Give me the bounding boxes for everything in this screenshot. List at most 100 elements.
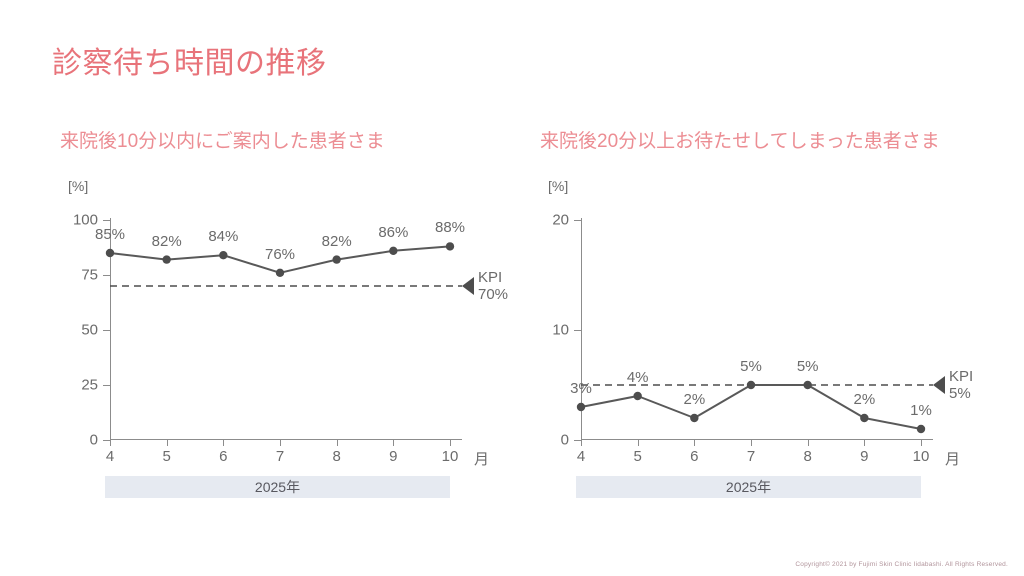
- data-point: [275, 268, 285, 277]
- x-axis-tick-label: 4: [105, 448, 115, 465]
- data-point: [105, 248, 115, 258]
- page-title: 診察待ち時間の推移: [52, 47, 327, 80]
- data-label: 5%: [796, 358, 819, 375]
- data-label: 2%: [853, 391, 876, 408]
- x-axis-tick: [637, 440, 639, 446]
- x-axis-tick: [450, 440, 451, 446]
- kpi-name-label: KPI: [478, 269, 503, 286]
- year-band-left: 2025年: [105, 476, 450, 498]
- x-axis-tick: [921, 440, 922, 446]
- year-band-right: 2025年: [576, 476, 921, 498]
- y-axis-tick: [103, 440, 110, 441]
- x-axis-tick-label: 7: [746, 448, 756, 465]
- data-point: [916, 424, 926, 434]
- y-axis-tick: [103, 220, 110, 221]
- chart-panel-left: 来院後10分以内にご案内した患者さま [%] 月 0 25 50 75 100 4 5 6 7 8…: [40, 128, 510, 508]
- x-axis-unit-right: 月: [945, 451, 961, 468]
- x-axis-tick-label: 8: [803, 448, 812, 465]
- x-axis-tick-label: 9: [389, 448, 398, 465]
- x-axis-tick-label: 8: [332, 448, 341, 465]
- kpi-value-label: 70%: [478, 286, 509, 303]
- x-axis-tick-label: 7: [275, 448, 285, 465]
- kpi-marker: KPI 70%: [462, 269, 508, 303]
- y-axis-tick: [574, 440, 581, 441]
- data-point: [803, 380, 812, 390]
- x-axis-tick-label: 10: [441, 448, 459, 465]
- x-axis-tick: [581, 440, 582, 446]
- data-label: 76%: [264, 245, 296, 263]
- data-label: 88%: [434, 219, 466, 237]
- kpi-value-label: 5%: [949, 385, 971, 402]
- y-axis-tick-label: 25: [81, 376, 98, 394]
- x-axis-tick: [393, 440, 395, 446]
- data-point: [445, 242, 455, 251]
- y-axis-tick-label: 100: [72, 211, 98, 229]
- y-axis-tick-label: 0: [560, 431, 569, 449]
- x-axis-tick: [694, 440, 696, 446]
- data-point: [860, 413, 869, 423]
- y-axis-unit-right: [%]: [548, 178, 569, 194]
- data-point: [332, 255, 341, 264]
- x-axis-tick: [864, 440, 866, 446]
- data-label: 84%: [208, 228, 239, 246]
- y-axis-unit-left: [%]: [68, 178, 89, 194]
- data-label: 1%: [910, 402, 932, 419]
- x-axis-tick: [336, 440, 338, 446]
- kpi-marker: KPI 5%: [933, 368, 973, 402]
- y-axis-tick: [574, 330, 581, 331]
- x-axis-unit-left: 月: [474, 451, 490, 468]
- chart-subtitle-right: 来院後20分以上お待たせしてしまった患者さま: [540, 131, 940, 152]
- data-point: [746, 380, 756, 390]
- x-axis-tick: [110, 440, 111, 446]
- series-svg-left: [105, 242, 462, 287]
- kpi-text: KPI 70%: [478, 269, 508, 303]
- y-axis-tick-label: 0: [89, 431, 98, 449]
- series-svg-right: [576, 380, 933, 434]
- plot-area-left: 月 0 25 50 75 100 4 5 6 7 8 9 10 KPI 70% 85% 82% 84% 76% 82…: [73, 212, 508, 469]
- y-axis-tick: [103, 385, 110, 386]
- data-point: [219, 251, 228, 260]
- x-axis-line-left: [110, 439, 462, 440]
- data-label: 85%: [94, 226, 126, 243]
- y-axis-tick-label: 10: [552, 321, 569, 339]
- kpi-arrow-icon: [462, 277, 474, 295]
- data-point: [690, 413, 699, 423]
- data-label: 82%: [321, 232, 352, 250]
- chart-panel-right: 来院後20分以上お待たせしてしまった患者さま [%] 月 0 10 20 4 5 6 7 8 9…: [520, 128, 990, 508]
- footer-copyright: Copyright© 2021 by Fujimi Skin Clinic Ii…: [795, 561, 1008, 568]
- x-axis-tick: [751, 440, 752, 446]
- x-axis-tick-label: 6: [690, 448, 699, 465]
- data-point: [633, 391, 642, 401]
- x-axis-tick: [807, 440, 809, 446]
- kpi-text: KPI 5%: [949, 368, 973, 402]
- data-point: [389, 246, 398, 255]
- data-label: 4%: [626, 369, 649, 386]
- y-axis-tick: [103, 275, 110, 276]
- x-axis-tick: [280, 440, 281, 446]
- data-point: [576, 402, 586, 412]
- kpi-name-label: KPI: [949, 368, 974, 385]
- data-label: 86%: [378, 223, 409, 241]
- x-axis-tick-label: 10: [912, 448, 930, 465]
- x-axis-tick-label: 4: [576, 448, 586, 465]
- x-axis-tick: [166, 440, 168, 446]
- chart-subtitle-left: 来院後10分以内にご案内した患者さま: [60, 131, 385, 152]
- kpi-arrow-icon: [933, 376, 945, 394]
- y-axis-tick: [574, 220, 581, 221]
- data-label: 82%: [151, 232, 182, 250]
- data-label: 2%: [683, 391, 706, 408]
- y-axis-tick-label: 50: [81, 321, 98, 339]
- x-axis-line-right: [581, 439, 933, 440]
- y-axis-line-left: [110, 218, 111, 440]
- x-axis-tick: [223, 440, 225, 446]
- x-axis-tick-label: 5: [162, 448, 171, 465]
- plot-area-right: 月 0 10 20 4 5 6 7 8 9 10 KPI 5% 3% 4% 2% 5% 5% 2% 1%: [552, 212, 973, 469]
- y-axis-tick-label: 75: [81, 266, 98, 284]
- data-label: 5%: [740, 358, 762, 375]
- y-axis-line-right: [581, 218, 582, 440]
- data-label: 3%: [570, 380, 592, 397]
- x-axis-tick-label: 6: [219, 448, 228, 465]
- x-axis-tick-label: 9: [860, 448, 869, 465]
- y-axis-tick-label: 20: [552, 211, 569, 229]
